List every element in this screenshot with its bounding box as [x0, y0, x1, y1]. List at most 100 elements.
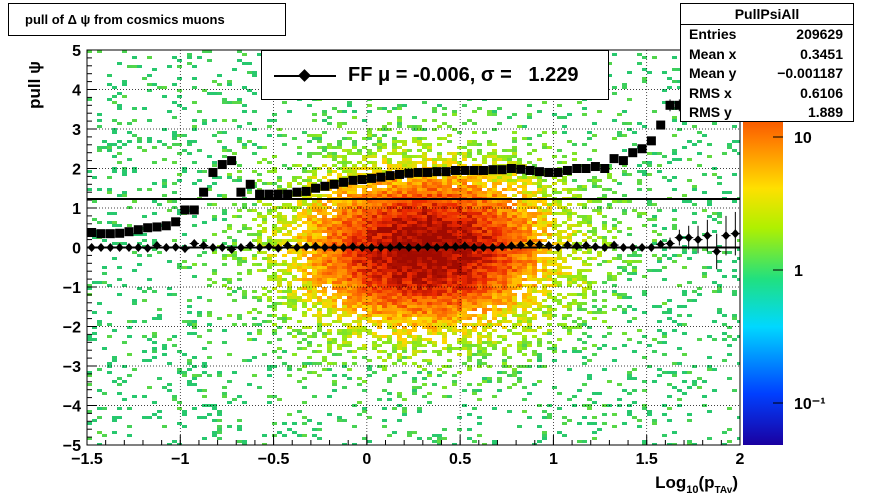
rms-point [87, 227, 97, 237]
mean-point [218, 243, 227, 252]
mean-point [348, 242, 357, 252]
mean-point [666, 239, 675, 249]
mean-point [712, 246, 721, 256]
rms-point [609, 154, 619, 164]
y-tick-label: −2 [63, 320, 81, 337]
mean-point [302, 242, 311, 252]
mean-point [516, 240, 525, 250]
rms-point [348, 175, 358, 185]
x-tick-label: 2 [736, 451, 745, 468]
mean-point [115, 243, 124, 252]
stats-box: PullPsiAll Entries 209629 Mean x 0.3451 Me… [680, 3, 854, 122]
rms-point [376, 172, 386, 182]
mean-point [180, 244, 189, 254]
mean-point [535, 240, 544, 250]
stats-row: Mean x 0.3451 [689, 45, 843, 62]
rms-point [544, 167, 554, 177]
y-tick-label: 2 [72, 162, 81, 179]
mean-point [451, 242, 460, 252]
mean-point [488, 243, 497, 252]
mean-point [722, 231, 731, 241]
rms-point [357, 175, 367, 185]
mean-point [498, 242, 507, 252]
plot-title: pull of Δ ψ from cosmics muons [25, 12, 225, 27]
rms-point [385, 171, 395, 181]
rms-point [572, 164, 582, 173]
y-tick-label: −1 [63, 280, 81, 297]
rms-point [450, 165, 460, 175]
plot-title-box: pull of Δ ψ from cosmics muons [8, 3, 286, 36]
rms-point [217, 160, 227, 170]
rms-point [637, 144, 647, 154]
mean-point [544, 241, 553, 251]
rms-point [590, 162, 600, 172]
legend: FF μ = -0.006, σ = 1.229 [261, 50, 609, 100]
x-tick-label: 0.5 [449, 451, 471, 468]
rms-point [105, 229, 115, 239]
rms-point [236, 187, 246, 197]
rms-point [506, 164, 516, 173]
y-tick-label: −4 [63, 399, 81, 416]
colorbar-tick-label: 10 [794, 130, 812, 147]
y-tick-label: 5 [72, 43, 81, 60]
rms-point [525, 165, 535, 175]
rms-point [133, 225, 143, 235]
y-tick-label: 3 [72, 122, 81, 139]
rms-point [441, 167, 451, 177]
mean-point [274, 243, 283, 253]
mean-point [526, 239, 535, 249]
rms-point [152, 222, 162, 232]
mean-point [292, 243, 301, 252]
rms-point [656, 120, 666, 130]
mean-point [106, 243, 115, 252]
mean-point [395, 241, 404, 251]
rms-point [432, 167, 442, 177]
mean-point [442, 242, 451, 252]
mean-point [638, 243, 647, 252]
x-tick-label: −1.5 [71, 451, 103, 468]
mean-point [684, 233, 693, 243]
mean-point [479, 243, 488, 252]
y-tick-label: −5 [63, 438, 81, 455]
mean-point [320, 243, 329, 252]
rms-point [413, 167, 423, 177]
mean-point [386, 243, 395, 252]
mean-point [330, 243, 339, 252]
colorbar-tick-label: 1 [794, 263, 803, 280]
rms-point [339, 177, 349, 187]
mean-point [246, 241, 255, 251]
rms-point [115, 228, 125, 238]
rms-point [367, 173, 377, 183]
mean-point [554, 243, 563, 252]
rms-point [628, 148, 638, 158]
mean-point [423, 242, 432, 252]
mean-point [152, 241, 161, 251]
mean-point [414, 243, 423, 252]
mean-point [610, 240, 619, 250]
rms-point [488, 165, 498, 175]
mean-point [694, 235, 703, 245]
x-tick-label: 1.5 [636, 451, 658, 468]
rms-point [292, 187, 302, 197]
x-tick-label: 1 [549, 451, 558, 468]
mean-point [283, 241, 292, 251]
mean-point [199, 241, 208, 251]
mean-point [171, 242, 180, 252]
mean-point [582, 241, 591, 251]
rms-point [478, 165, 488, 175]
mean-point [162, 243, 171, 252]
mean-point [470, 243, 479, 252]
rms-point [600, 164, 610, 173]
mean-point [572, 241, 581, 251]
mean-point [124, 243, 133, 252]
rms-point [395, 169, 405, 179]
rms-point [516, 164, 526, 174]
stats-row: RMS x 0.6106 [689, 84, 843, 101]
mean-point [208, 243, 217, 252]
rms-point [199, 187, 209, 197]
legend-label: FF μ = -0.006, σ = 1.229 [348, 64, 579, 86]
mean-point [255, 243, 264, 252]
mean-point [731, 229, 740, 239]
rms-point [311, 183, 321, 193]
